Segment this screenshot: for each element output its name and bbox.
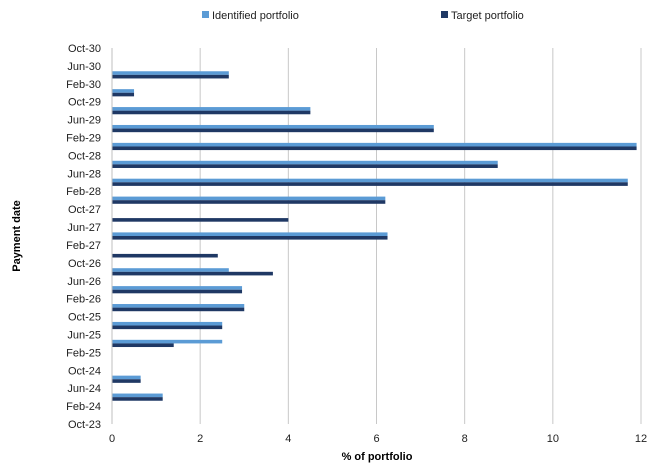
bar-target <box>112 128 434 133</box>
y-tick-label: Jun-24 <box>67 383 101 395</box>
y-tick-label: Feb-26 <box>66 294 101 306</box>
bar-identified <box>112 339 223 344</box>
y-axis-title: Payment date <box>11 200 23 272</box>
y-tick-label: Feb-27 <box>66 240 101 252</box>
y-tick-label: Feb-24 <box>66 401 101 413</box>
x-tick-label: 0 <box>109 433 115 445</box>
bar-identified <box>112 286 243 290</box>
y-tick-label: Oct-29 <box>68 97 101 109</box>
bar-target <box>112 307 245 312</box>
y-tick-label: Feb-30 <box>66 79 101 91</box>
x-tick-label: 2 <box>197 433 203 445</box>
bar-target <box>112 236 388 240</box>
y-tick-label: Jun-28 <box>67 168 101 180</box>
y-tick-label: Jun-29 <box>67 115 101 127</box>
y-tick-label: Jun-25 <box>67 329 101 341</box>
bar-target <box>112 379 141 383</box>
bar-target <box>112 74 229 79</box>
y-tick-labels: Oct-23 Feb-24 Jun-24 Oct-24 Feb-25 Jun-25 Oct-… <box>66 43 101 431</box>
bar-target <box>112 92 135 97</box>
y-tick-label: Feb-29 <box>66 133 101 145</box>
bar-target <box>112 397 163 401</box>
bar-identified <box>112 232 388 236</box>
x-tick-label: 8 <box>462 433 468 445</box>
bar-identified <box>112 268 229 272</box>
y-tick-label: Oct-30 <box>68 43 101 55</box>
bar-identified <box>112 142 637 147</box>
bar-identified <box>112 375 141 380</box>
bar-identified <box>112 71 229 75</box>
bar-identified <box>112 196 386 201</box>
y-tick-label: Jun-27 <box>67 222 101 234</box>
bar-identified <box>112 393 163 398</box>
bar-target <box>112 253 218 258</box>
bars <box>112 71 637 401</box>
legend-label-target: Target portfolio <box>451 10 524 22</box>
y-tick-label: Oct-26 <box>68 258 101 270</box>
y-tick-label: Jun-30 <box>67 61 101 73</box>
x-axis-title: % of portfolio <box>342 451 413 463</box>
bar-identified <box>112 178 628 183</box>
legend-label-identified: Identified portfolio <box>212 10 299 22</box>
y-tick-label: Oct-25 <box>68 312 101 324</box>
y-tick-label: Jun-26 <box>67 276 101 288</box>
x-tick-labels: 0 2 4 6 8 10 12 <box>109 433 647 445</box>
bar-target <box>112 182 628 186</box>
bar-target <box>112 325 223 330</box>
legend-swatch-identified <box>202 11 209 18</box>
bar-identified <box>112 107 311 111</box>
bar-target <box>112 110 311 115</box>
y-tick-label: Feb-28 <box>66 186 101 198</box>
bar-target <box>112 200 386 204</box>
legend-swatch-target <box>441 11 448 18</box>
bar-target <box>112 289 243 294</box>
bar-identified <box>112 321 223 326</box>
bar-identified <box>112 124 434 129</box>
bar-target <box>112 164 498 168</box>
y-tick-label: Oct-24 <box>68 365 101 377</box>
bar-identified <box>112 304 245 308</box>
bar-target <box>112 271 273 276</box>
x-tick-label: 6 <box>373 433 379 445</box>
legend: Identified portfolio Target portfolio <box>202 10 524 22</box>
bar-target <box>112 146 637 151</box>
bar-identified <box>112 160 498 165</box>
x-tick-label: 4 <box>285 433 291 445</box>
bar-target <box>112 218 289 222</box>
y-tick-label: Oct-28 <box>68 150 101 162</box>
x-tick-label: 12 <box>635 433 647 445</box>
y-tick-label: Oct-27 <box>68 204 101 216</box>
y-tick-label: Feb-25 <box>66 347 101 359</box>
bar-identified <box>112 89 135 93</box>
y-tick-label: Oct-23 <box>68 419 101 431</box>
bar-target <box>112 343 174 348</box>
x-tick-label: 10 <box>547 433 559 445</box>
